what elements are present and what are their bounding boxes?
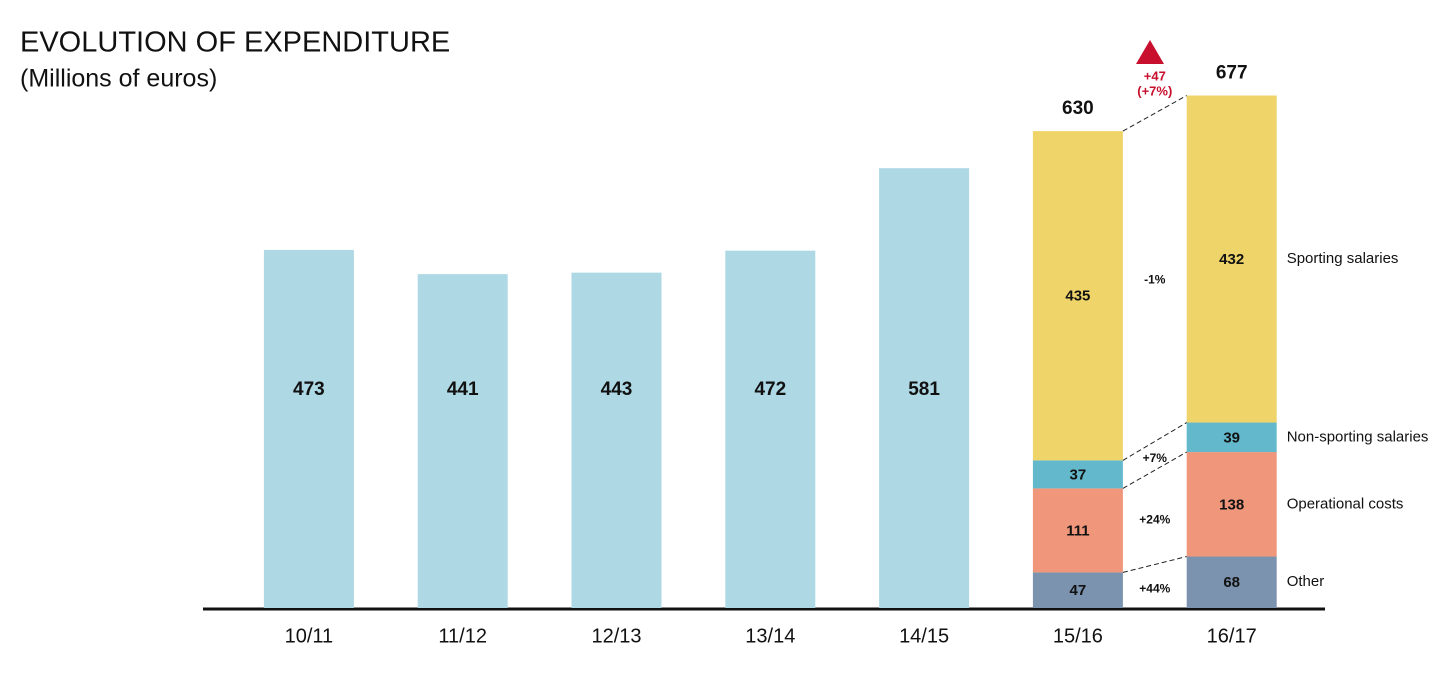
total-change-label: (+7%) [1137,83,1172,98]
increase-arrow [1136,40,1164,64]
legend-label: Other [1287,573,1325,590]
bar-segment [1186,422,1277,453]
bar [725,250,816,609]
segment-label: 39 [1223,429,1240,446]
legend-label: Operational costs [1287,495,1404,512]
bar-segment [1186,95,1277,423]
bar-segment [1032,131,1123,461]
x-tick-label: 11/12 [438,625,487,647]
legend-label: Non-sporting salaries [1287,428,1429,445]
bar [263,249,354,608]
bar-segment [1032,572,1123,608]
total-change-label: +47 [1144,68,1166,83]
bar [417,274,508,608]
segment-label: 435 [1065,288,1090,305]
change-label: +7% [1143,451,1168,465]
bar [571,272,662,608]
x-tick-label: 10/11 [285,625,334,647]
total-label: 630 [1062,98,1094,119]
bar-segment [1186,556,1277,608]
connector [1122,451,1187,489]
legend-label: Sporting salaries [1287,250,1399,267]
bar-segment [1032,488,1123,573]
segment-label: 47 [1070,582,1087,599]
chart-subtitle: (Millions of euros) [20,65,217,93]
bar-segment [1032,460,1123,489]
x-tick-label: 14/15 [899,625,949,647]
segment-label: 37 [1070,466,1087,483]
segment-label: 432 [1219,251,1244,268]
chart-title: EVOLUTION OF EXPENDITURE [20,27,450,59]
x-tick-label: 15/16 [1053,625,1103,647]
bar-label: 443 [601,379,633,400]
bar [879,168,970,609]
total-label: 677 [1216,63,1248,84]
x-tick-label: 16/17 [1207,625,1257,647]
x-tick-label: 13/14 [745,625,795,647]
change-label: +24% [1139,513,1170,527]
x-tick-label: 12/13 [591,625,641,647]
segment-label: 138 [1219,496,1244,513]
segment-label: 111 [1066,522,1089,539]
connector [1122,95,1187,132]
change-label: -1% [1144,273,1166,287]
bar-label: 441 [447,379,479,400]
connector [1122,556,1187,573]
bar-label: 473 [293,379,325,400]
change-label: +44% [1139,581,1170,595]
bar-segment [1186,452,1277,557]
segment-label: 68 [1223,574,1240,591]
bar-label: 472 [754,379,786,400]
bar-label: 581 [908,379,940,400]
connector [1122,422,1187,461]
